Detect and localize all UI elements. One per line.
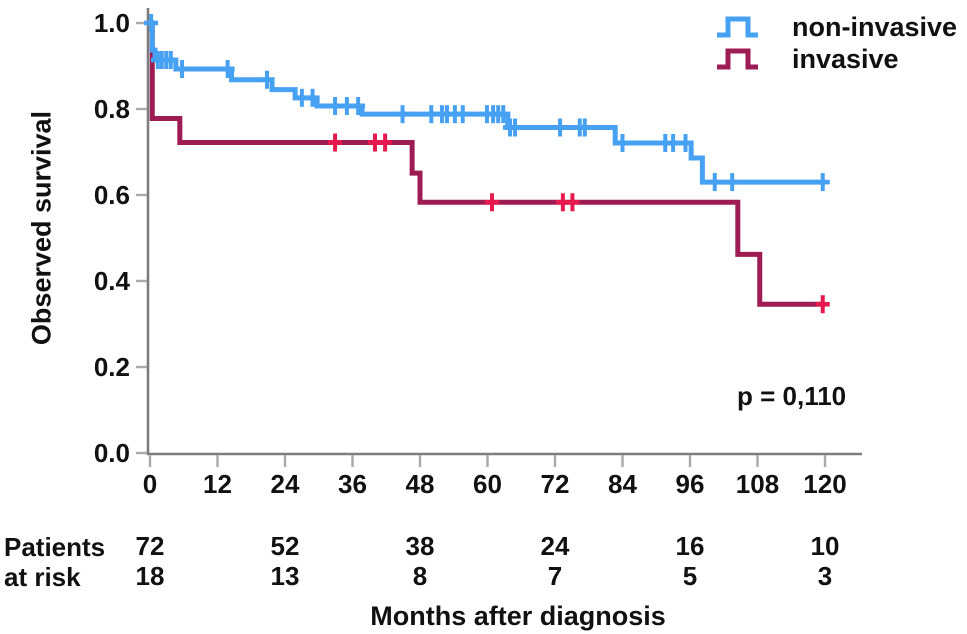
x-tick-label: 48 <box>406 469 435 499</box>
y-tick-label: 0.2 <box>94 352 130 382</box>
x-tick-label: 120 <box>803 469 846 499</box>
risk-table-label-line1: Patients <box>4 532 106 562</box>
risk-value-invasive: 8 <box>413 561 427 591</box>
x-tick-label: 0 <box>143 469 157 499</box>
step-line-icon <box>717 48 758 70</box>
legend-swatch-invasive <box>717 48 758 70</box>
x-tick-label: 60 <box>473 469 502 499</box>
x-tick-label: 96 <box>676 469 705 499</box>
risk-table-label-line2: at risk <box>4 562 81 592</box>
legend-label-non-invasive: non-invasive <box>792 12 958 42</box>
y-tick-label: 0.4 <box>94 266 131 296</box>
risk-value-invasive: 18 <box>136 561 165 591</box>
step-line-icon <box>717 16 758 38</box>
risk-value-invasive: 7 <box>548 561 562 591</box>
x-tick-label: 12 <box>203 469 232 499</box>
risk-value-non-invasive: 38 <box>406 531 435 561</box>
km-curve-invasive <box>149 20 825 307</box>
risk-value-non-invasive: 16 <box>676 531 705 561</box>
x-tick-label: 72 <box>541 469 570 499</box>
p-value-annotation: p = 0,110 <box>737 381 847 411</box>
risk-value-invasive: 3 <box>818 561 832 591</box>
legend-label-invasive: invasive <box>792 44 899 74</box>
risk-value-non-invasive: 52 <box>271 531 300 561</box>
y-tick-label: 0.8 <box>94 94 130 124</box>
x-tick-label: 24 <box>271 469 300 499</box>
x-tick-label: 84 <box>608 469 637 499</box>
y-tick-label: 0.0 <box>94 438 130 468</box>
legend-swatch-non-invasive <box>717 16 758 38</box>
legend: non-invasive invasive <box>716 12 957 74</box>
y-tick-label: 1.0 <box>94 8 130 38</box>
risk-value-non-invasive: 24 <box>541 531 570 561</box>
risk-value-invasive: 5 <box>683 561 697 591</box>
y-axis-title: Observed survival <box>26 110 57 346</box>
y-tick-label: 0.6 <box>94 180 130 210</box>
legend-item-non-invasive: non-invasive <box>716 12 957 42</box>
x-axis-title: Months after diagnosis <box>370 601 666 631</box>
risk-value-invasive: 13 <box>271 561 300 591</box>
x-tick-label: 36 <box>338 469 367 499</box>
legend-item-invasive: invasive <box>716 44 957 74</box>
x-tick-label: 108 <box>736 469 779 499</box>
risk-value-non-invasive: 10 <box>811 531 840 561</box>
risk-value-non-invasive: 72 <box>136 531 165 561</box>
